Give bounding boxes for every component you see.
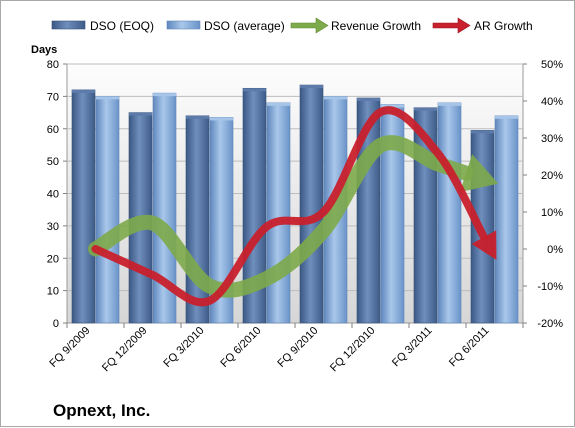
y-tick-label: 60	[47, 124, 59, 136]
y2-tick-label: 40%	[541, 96, 563, 108]
bar-cap	[129, 112, 152, 116]
bar-cap	[414, 107, 437, 111]
legend-label-dso-average: DSO (average)	[204, 19, 285, 33]
x-tick-label: FQ 9/2010	[275, 325, 320, 370]
y-tick-label: 50	[47, 156, 59, 168]
legend: DSO (EOQ) DSO (average) Revenue Growth A…	[51, 17, 533, 34]
y-tick-label: 80	[47, 59, 59, 71]
bar	[437, 102, 462, 324]
bar-cap	[72, 89, 95, 93]
bar-cap	[267, 102, 290, 106]
bar	[494, 115, 519, 324]
x-tick-label: FQ 3/2010	[161, 325, 206, 370]
x-tick-label: FQ 6/2010	[218, 325, 263, 370]
bar-cap	[186, 115, 209, 119]
y-tick-label: 0	[53, 318, 59, 330]
company-name: Opnext, Inc.	[53, 401, 151, 420]
y2-tick-label: -10%	[537, 281, 563, 293]
y-tick-label: 10	[47, 286, 59, 298]
legend-label-ar-growth: AR Growth	[474, 19, 533, 33]
y2-tick-label: 30%	[541, 133, 563, 145]
bar	[266, 102, 291, 324]
bar-cap	[243, 88, 266, 92]
series-arrowhead	[471, 230, 497, 260]
bar-cap	[471, 130, 494, 134]
bar	[95, 96, 120, 324]
legend-item-ar-growth: AR Growth	[432, 17, 533, 34]
bar-cap	[495, 115, 518, 119]
left-axis-unit-label: Days	[31, 44, 57, 56]
y-tick-label: 20	[47, 253, 59, 265]
bar-cap	[153, 93, 176, 97]
y-tick-label: 70	[47, 91, 59, 103]
bar-cap	[324, 96, 347, 100]
bar-cap	[438, 102, 461, 106]
x-tick-label: FQ 9/2009	[47, 325, 92, 370]
series-line	[88, 135, 474, 298]
series-line	[91, 106, 488, 307]
bar-cap	[210, 117, 233, 121]
bar-cap	[300, 85, 323, 89]
y2-tick-label: 0%	[547, 244, 563, 256]
legend-item-dso-eoq: DSO (EOQ)	[51, 19, 154, 33]
legend-label-dso-eoq: DSO (EOQ)	[90, 19, 154, 33]
x-tick-label: FQ 12/2010	[328, 325, 378, 375]
y2-tick-label: -20%	[537, 318, 563, 330]
y2-tick-label: 10%	[541, 207, 563, 219]
bar-cap	[381, 104, 404, 108]
bar	[71, 89, 96, 324]
y-tick-label: 40	[47, 189, 59, 201]
bar	[299, 84, 324, 324]
x-tick-label: FQ 12/2009	[100, 325, 150, 375]
bar-cap	[96, 96, 119, 100]
legend-item-dso-average: DSO (average)	[166, 19, 285, 33]
x-tick-label: FQ 6/2011	[447, 325, 492, 370]
legend-label-revenue-growth: Revenue Growth	[331, 19, 421, 33]
y2-tick-label: 50%	[541, 59, 563, 71]
legend-item-revenue-growth: Revenue Growth	[290, 17, 421, 34]
y-tick-label: 30	[47, 221, 59, 233]
growth-arrows	[88, 106, 499, 307]
series-arrowhead	[459, 154, 499, 193]
x-tick-label: FQ 3/2011	[390, 325, 435, 370]
y2-tick-label: 20%	[541, 170, 563, 182]
bar-cap	[357, 97, 380, 101]
